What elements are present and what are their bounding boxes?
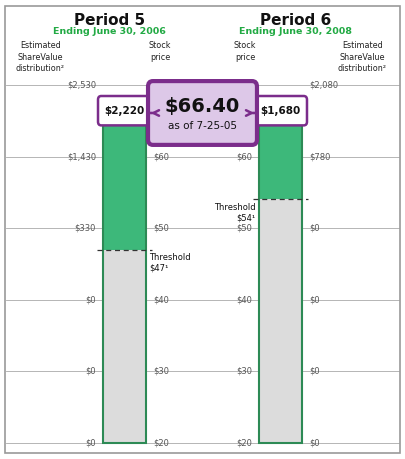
Text: $70: $70 bbox=[153, 80, 169, 90]
Bar bbox=[259, 111, 302, 443]
Text: $1,430: $1,430 bbox=[67, 152, 96, 161]
Text: $0: $0 bbox=[85, 438, 96, 448]
Text: $60: $60 bbox=[236, 152, 252, 161]
Text: Estimated
ShareValue
distribution²: Estimated ShareValue distribution² bbox=[338, 41, 387, 73]
Text: $0: $0 bbox=[309, 367, 320, 376]
Text: Period 6: Period 6 bbox=[260, 13, 331, 28]
Text: Stock
price: Stock price bbox=[234, 41, 256, 62]
Bar bbox=[103, 250, 146, 443]
FancyBboxPatch shape bbox=[98, 96, 151, 125]
Text: $20: $20 bbox=[236, 438, 252, 448]
Text: Period 5: Period 5 bbox=[74, 13, 145, 28]
Text: $30: $30 bbox=[236, 367, 252, 376]
Text: $2,220: $2,220 bbox=[104, 106, 145, 116]
Text: $1,680: $1,680 bbox=[260, 106, 301, 116]
Text: $50: $50 bbox=[236, 224, 252, 233]
FancyBboxPatch shape bbox=[254, 96, 307, 125]
Text: Ending June 30, 2006: Ending June 30, 2006 bbox=[53, 27, 166, 36]
Text: $2,080: $2,080 bbox=[309, 80, 338, 90]
Text: $60: $60 bbox=[153, 152, 169, 161]
Text: $780: $780 bbox=[309, 152, 330, 161]
Text: $0: $0 bbox=[85, 295, 96, 304]
Text: $20: $20 bbox=[153, 438, 169, 448]
Text: $30: $30 bbox=[153, 367, 169, 376]
Bar bbox=[259, 200, 302, 443]
Bar bbox=[103, 111, 146, 250]
Text: Estimated
ShareValue
distribution²: Estimated ShareValue distribution² bbox=[16, 41, 65, 73]
Text: $2,530: $2,530 bbox=[67, 80, 96, 90]
Text: Threshold
$47¹: Threshold $47¹ bbox=[149, 253, 191, 273]
Bar bbox=[103, 111, 146, 443]
Text: $0: $0 bbox=[309, 438, 320, 448]
Text: Stock
price: Stock price bbox=[149, 41, 171, 62]
Text: $0: $0 bbox=[85, 367, 96, 376]
Text: $40: $40 bbox=[153, 295, 169, 304]
Text: $50: $50 bbox=[153, 224, 169, 233]
Text: $66.40: $66.40 bbox=[165, 97, 240, 116]
Text: $70: $70 bbox=[236, 80, 252, 90]
FancyBboxPatch shape bbox=[148, 81, 257, 145]
Text: Threshold
$54¹: Threshold $54¹ bbox=[214, 203, 256, 223]
Text: $0: $0 bbox=[309, 224, 320, 233]
Text: as of 7-25-05: as of 7-25-05 bbox=[168, 121, 237, 131]
Text: $330: $330 bbox=[75, 224, 96, 233]
Text: $0: $0 bbox=[309, 295, 320, 304]
Bar bbox=[259, 111, 302, 200]
Text: Ending June 30, 2008: Ending June 30, 2008 bbox=[239, 27, 352, 36]
Text: $40: $40 bbox=[236, 295, 252, 304]
